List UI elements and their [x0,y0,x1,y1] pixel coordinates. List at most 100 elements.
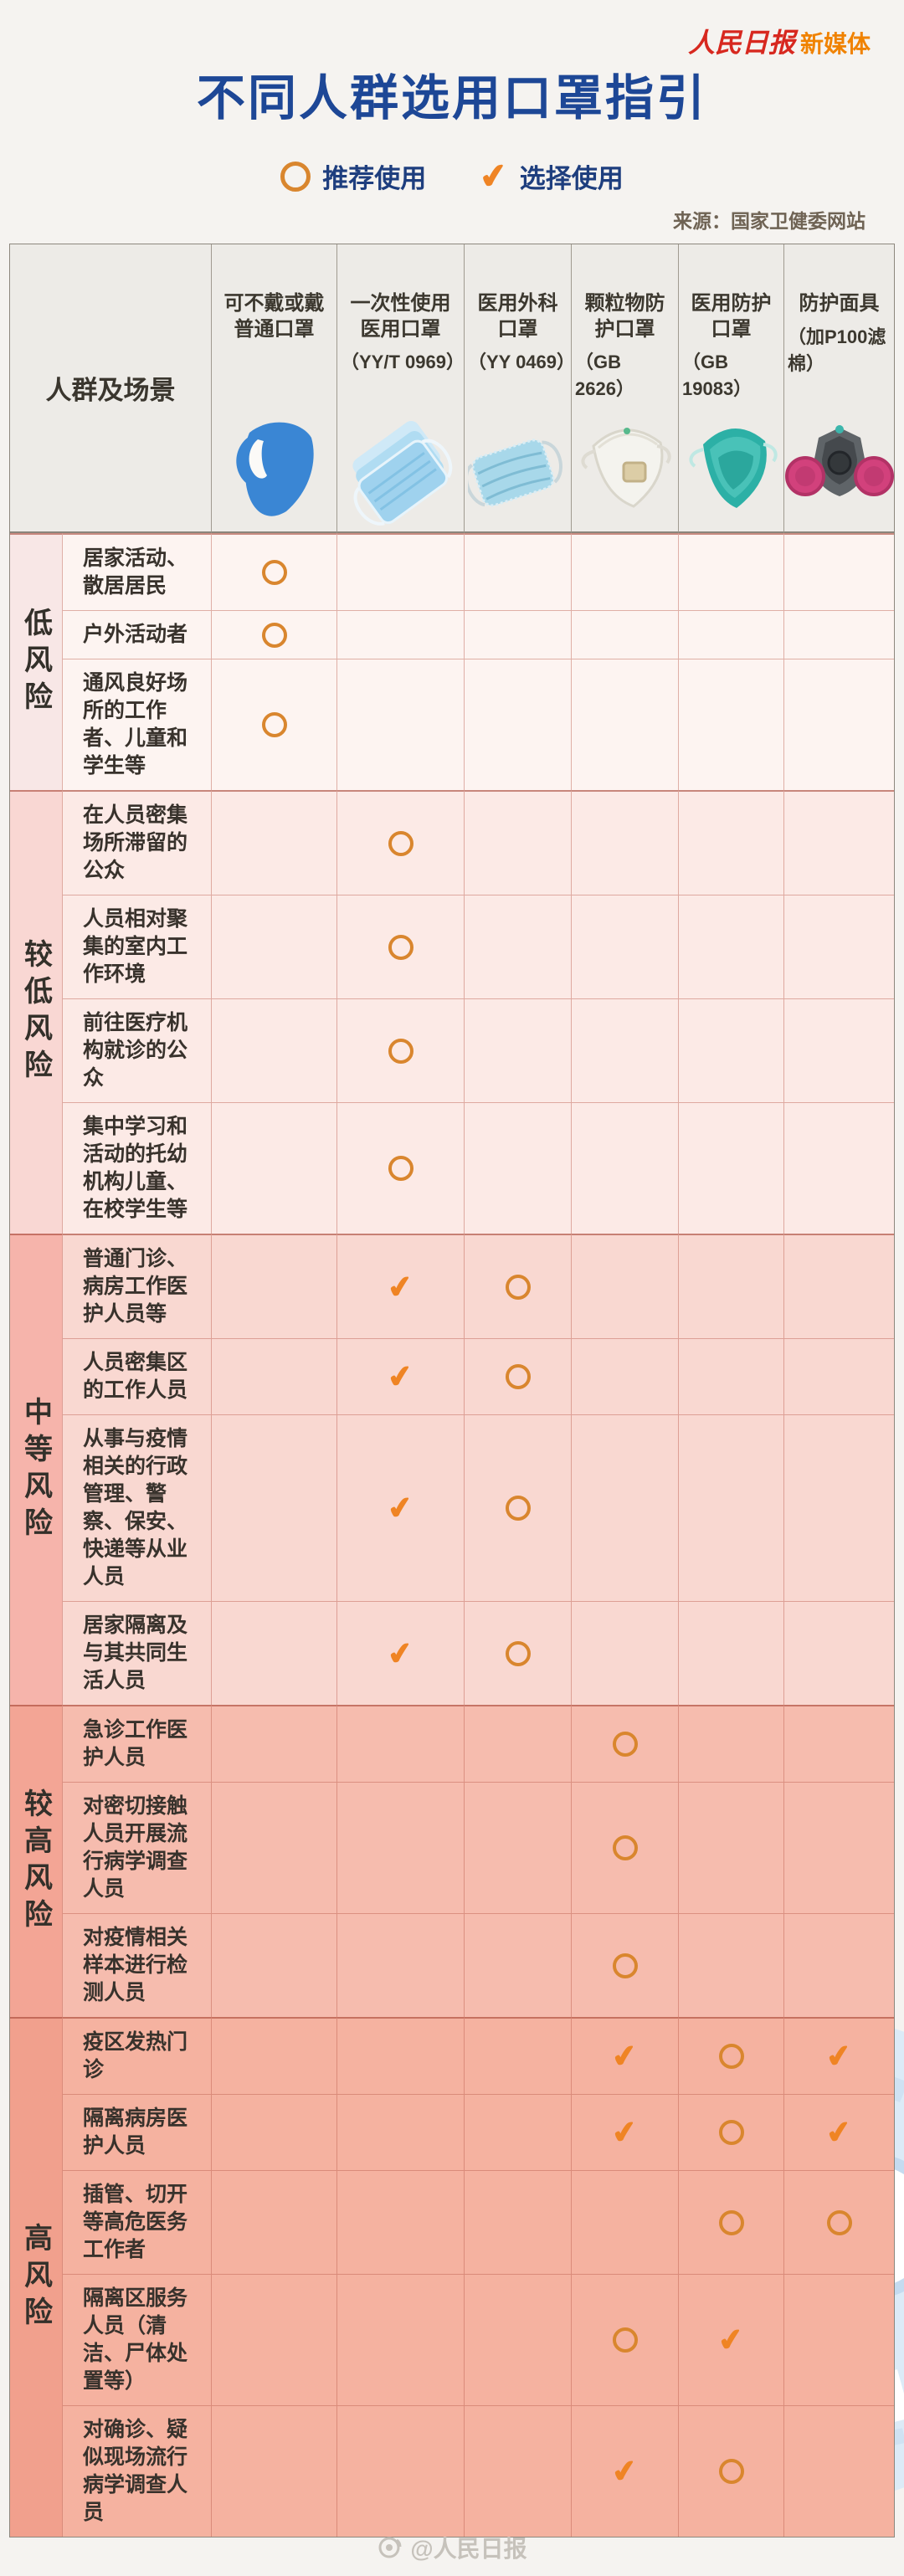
scenario-label: 插管、切开等高危医务工作者 [62,2170,211,2274]
mark-cell [211,1338,336,1414]
column-title: 颗粒物防护口罩 [584,292,665,341]
column-header-particulate-respirator: 颗粒物防护口罩 （GB 2626） [571,244,678,533]
mark-cell [571,1705,678,1782]
column-title: 可不戴或戴普通口罩 [223,292,325,341]
column-standard-code: （YY/T 0969） [341,352,465,373]
mark-cell [678,610,783,659]
risk-group-label: 低风险 [10,533,62,790]
recommended-mark-icon [388,1156,413,1181]
recommended-mark-icon [261,622,287,648]
scenario-label: 在人员密集场所滞留的公众 [62,790,211,895]
scenario-label: 通风良好场所的工作者、儿童和学生等 [62,659,211,790]
mark-cell [678,1913,783,2017]
mark-cell [678,533,783,610]
risk-group-label: 中等风险 [10,1234,62,1705]
ordinary-mask-icon [224,399,325,526]
recommended-mark-icon [280,161,311,192]
optional-mark-icon: ✔ [716,2321,747,2358]
mark-cell [678,1705,783,1782]
column-title: 医用外科口罩 [477,292,558,341]
particulate-respirator-icon [575,401,675,526]
mark-cell [211,1234,336,1338]
optional-mark-icon: ✔ [609,2113,640,2151]
mark-cell [783,895,894,998]
mark-cell: ✔ [336,1234,464,1338]
mark-cell [464,2274,571,2405]
risk-group-label: 较高风险 [10,1705,62,2017]
scenario-label: 对确诊、疑似现场流行病学调查人员 [62,2405,211,2537]
notes-section: 说明： 对高风险暴露人员，医用防护口罩短缺时，可选用符合N95/KN95及以上标… [37,2569,867,2576]
mark-cell [783,1234,894,1338]
weibo-icon [378,2537,402,2558]
mark-cell [783,1705,894,1782]
brand-peoples-daily: 人民日报 [687,28,795,58]
optional-mark-icon: ✔ [824,2113,855,2151]
optional-mark-icon: ✔ [824,2037,855,2075]
scenario-label: 对密切接触人员开展流行病学调查人员 [62,1782,211,1913]
mark-cell [336,2405,464,2537]
mark-cell [783,2405,894,2537]
mark-cell [678,895,783,998]
mark-cell [464,2094,571,2170]
mark-cell: ✔ [336,1338,464,1414]
recommended-mark-icon [505,1496,531,1521]
column-standard-code: （加P100滤棉） [788,326,886,374]
recommended-mark-icon [388,934,413,960]
scenario-label: 疫区发热门诊 [62,2017,211,2094]
surgical-mask-icon [467,399,568,526]
scenario-label: 急诊工作医护人员 [62,1705,211,1782]
column-standard-code: （GB 2626） [575,352,634,400]
mark-cell [336,998,464,1102]
mark-cell [678,659,783,790]
mark-cell: ✔ [678,2274,783,2405]
mark-cell [678,1601,783,1705]
mark-cell [678,2405,783,2537]
recommended-mark-icon [388,1038,413,1064]
mark-cell: ✔ [783,2017,894,2094]
mark-cell [464,533,571,610]
footer-credit: @人民日报 [0,2531,904,2564]
mark-cell [211,2274,336,2405]
mark-cell [464,790,571,895]
risk-group-label: 高风险 [10,2017,62,2537]
mark-cell [678,1414,783,1601]
mark-cell [336,1102,464,1234]
mark-cell [783,2274,894,2405]
legend-label: 推荐使用 [322,164,427,193]
column-standard-code: （YY 0469） [468,352,576,373]
scenario-label: 人员相对聚集的室内工作环境 [62,895,211,998]
recommended-mark-icon [826,2209,852,2235]
mark-cell [211,998,336,1102]
recommended-mark-icon [718,2459,744,2484]
mark-cell [211,895,336,998]
mark-cell [336,610,464,659]
recommended-mark-icon [505,1274,531,1300]
column-header-disposable-medical-mask: 一次性使用医用口罩 （YY/T 0969） [336,244,465,533]
mark-cell [571,2274,678,2405]
optional-mark-icon: ✔ [385,1357,416,1395]
mark-cell [571,1338,678,1414]
optional-mark-icon: ✔ [385,1489,416,1527]
mark-cell [336,2094,464,2170]
mark-cell [678,2017,783,2094]
mark-cell [211,2170,336,2274]
medical-protective-respirator-icon [681,401,782,526]
mark-cell [336,2017,464,2094]
mark-cell [571,790,678,895]
optional-mark-icon: ✔ [385,1267,416,1306]
mark-cell [211,2094,336,2170]
mark-cell [678,1102,783,1234]
recommended-mark-icon [612,1732,638,1757]
recommended-mark-icon [261,560,287,585]
scenario-label: 集中学习和活动的托幼机构儿童、在校学生等 [62,1102,211,1234]
mark-cell [464,1414,571,1601]
mark-cell [211,659,336,790]
mark-cell [464,1782,571,1913]
column-header-surgical-mask: 医用外科口罩 （YY 0469） [464,244,576,533]
mark-cell [678,1234,783,1338]
mark-cell [464,1913,571,2017]
mark-cell [571,610,678,659]
mark-cell [211,1705,336,1782]
mark-cell [678,2170,783,2274]
